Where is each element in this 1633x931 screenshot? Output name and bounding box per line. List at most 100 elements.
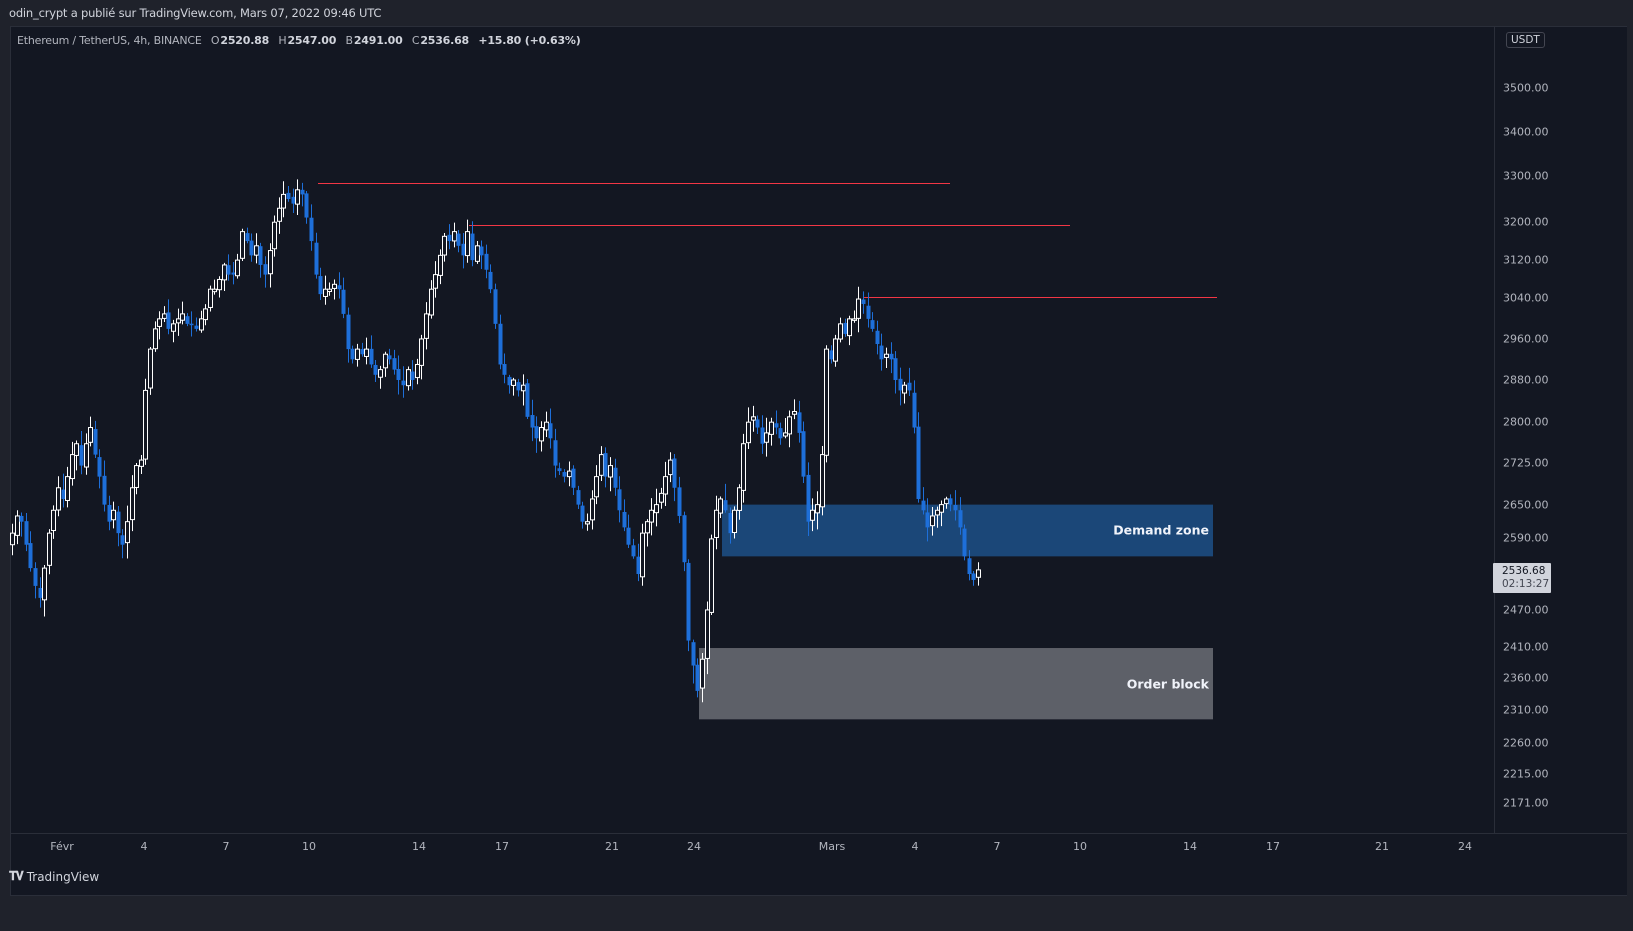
- price-tick: 3200.00: [1503, 215, 1549, 229]
- demand-zone-rect: [722, 504, 1213, 557]
- low-value: 2491.00: [353, 34, 403, 47]
- price-tick: 2650.00: [1503, 498, 1549, 512]
- candle-body-up: [590, 498, 595, 521]
- candle-body-up: [884, 353, 889, 358]
- currency-badge[interactable]: USDT: [1506, 32, 1545, 48]
- candle-body-down: [61, 489, 66, 499]
- candle-body-down: [866, 305, 871, 319]
- candle-body-down: [562, 472, 567, 477]
- candle-body-down: [93, 429, 98, 455]
- candle-body-down: [226, 265, 231, 275]
- candle-body-up: [700, 658, 705, 689]
- candle-body-down: [102, 475, 107, 505]
- candle-body-down: [120, 535, 125, 545]
- high-value: 2547.00: [287, 34, 337, 47]
- candle-body-down: [387, 355, 392, 360]
- candle-body-down: [723, 500, 728, 511]
- candle-body-down: [806, 474, 811, 522]
- candle-body-down: [893, 358, 898, 380]
- candle-body-down: [907, 382, 912, 391]
- candle-body-up: [649, 509, 654, 523]
- candle-body-up: [594, 476, 599, 498]
- candle-body-down: [534, 426, 539, 439]
- time-tick: Mars: [818, 840, 846, 853]
- candle-body-down: [189, 323, 194, 326]
- candle-body-up: [511, 379, 516, 386]
- candle-body-down: [636, 556, 641, 575]
- candle-body-up: [902, 384, 907, 394]
- candle-body-up: [820, 454, 825, 508]
- candle-body-up: [157, 318, 162, 327]
- candle-body-down: [631, 545, 636, 557]
- candle-body-down: [507, 376, 512, 386]
- candle-body-down: [401, 380, 406, 386]
- candle-body-down: [314, 242, 319, 275]
- candle-body-down: [889, 353, 894, 360]
- candle-body-up: [852, 318, 857, 321]
- candle-body-up: [171, 323, 176, 332]
- change-value: +15.80 (+0.63%): [478, 34, 581, 47]
- candle-body-down: [461, 243, 466, 256]
- candle-body-down: [626, 527, 631, 545]
- candle-body-up: [939, 504, 944, 513]
- candle-body-up: [833, 338, 838, 362]
- candle-body-down: [33, 568, 38, 586]
- candle-body-down: [921, 500, 926, 511]
- candle-body-up: [465, 231, 470, 257]
- candle-body-down: [875, 330, 880, 345]
- candle-body-down: [958, 510, 963, 528]
- candle-body-down: [337, 285, 342, 290]
- candle-body-down: [576, 490, 581, 505]
- candle-body-up: [88, 427, 93, 443]
- candle-body-up: [208, 288, 213, 308]
- candle-body-down: [953, 505, 958, 511]
- candle-body-down: [571, 468, 576, 488]
- candle-body-up: [856, 298, 861, 319]
- time-tick: 24: [687, 840, 701, 853]
- candle-body-up: [815, 504, 820, 514]
- candle-body-down: [318, 276, 323, 295]
- candle-body-down: [300, 189, 305, 195]
- time-tick: 10: [1073, 840, 1087, 853]
- candle-body-down: [962, 528, 967, 557]
- candle-body-up: [741, 443, 746, 491]
- candle-body-up: [162, 313, 167, 319]
- candle-body-down: [456, 233, 461, 246]
- price-axis[interactable]: [1494, 27, 1628, 833]
- candle-body-up: [654, 504, 659, 514]
- price-tick: 2410.00: [1503, 640, 1549, 654]
- candle-body-down: [286, 192, 291, 200]
- candle-body-down: [682, 515, 687, 563]
- candle-body-up: [567, 470, 572, 478]
- order-block-rect: [699, 648, 1213, 720]
- price-tick: 2360.00: [1503, 671, 1549, 685]
- candle-body-up: [56, 487, 61, 511]
- candle-body-up: [944, 498, 949, 505]
- candle-body-up: [203, 308, 208, 321]
- time-tick: 4: [911, 840, 919, 853]
- candle-body-up: [737, 487, 742, 511]
- candle-body-down: [245, 233, 250, 242]
- candle-body-up: [659, 492, 664, 503]
- candle-body-up: [930, 515, 935, 527]
- candle-body-down: [843, 322, 848, 334]
- candle-body-down: [79, 445, 84, 466]
- candle-body-down: [971, 573, 976, 580]
- candle-body-down: [898, 378, 903, 391]
- candle-body-up: [764, 432, 769, 443]
- symbol-name: Ethereum / TetherUS, 4h, BINANCE: [17, 34, 202, 47]
- price-tick: 3300.00: [1503, 169, 1549, 183]
- tradingview-logo-icon: 𝐓𝐕: [9, 869, 24, 883]
- candle-body-down: [28, 543, 33, 569]
- candle-body-up: [419, 338, 424, 366]
- candle-body-down: [548, 423, 553, 439]
- time-tick: Févr: [50, 840, 74, 853]
- candle-body-up: [15, 515, 20, 536]
- candle-body-down: [309, 217, 314, 242]
- candle-body-up: [475, 245, 480, 262]
- order-block-label: Order block: [1126, 676, 1209, 692]
- time-tick: 17: [1266, 840, 1280, 853]
- candle-body-up: [935, 509, 940, 516]
- candle-body-up: [180, 313, 185, 321]
